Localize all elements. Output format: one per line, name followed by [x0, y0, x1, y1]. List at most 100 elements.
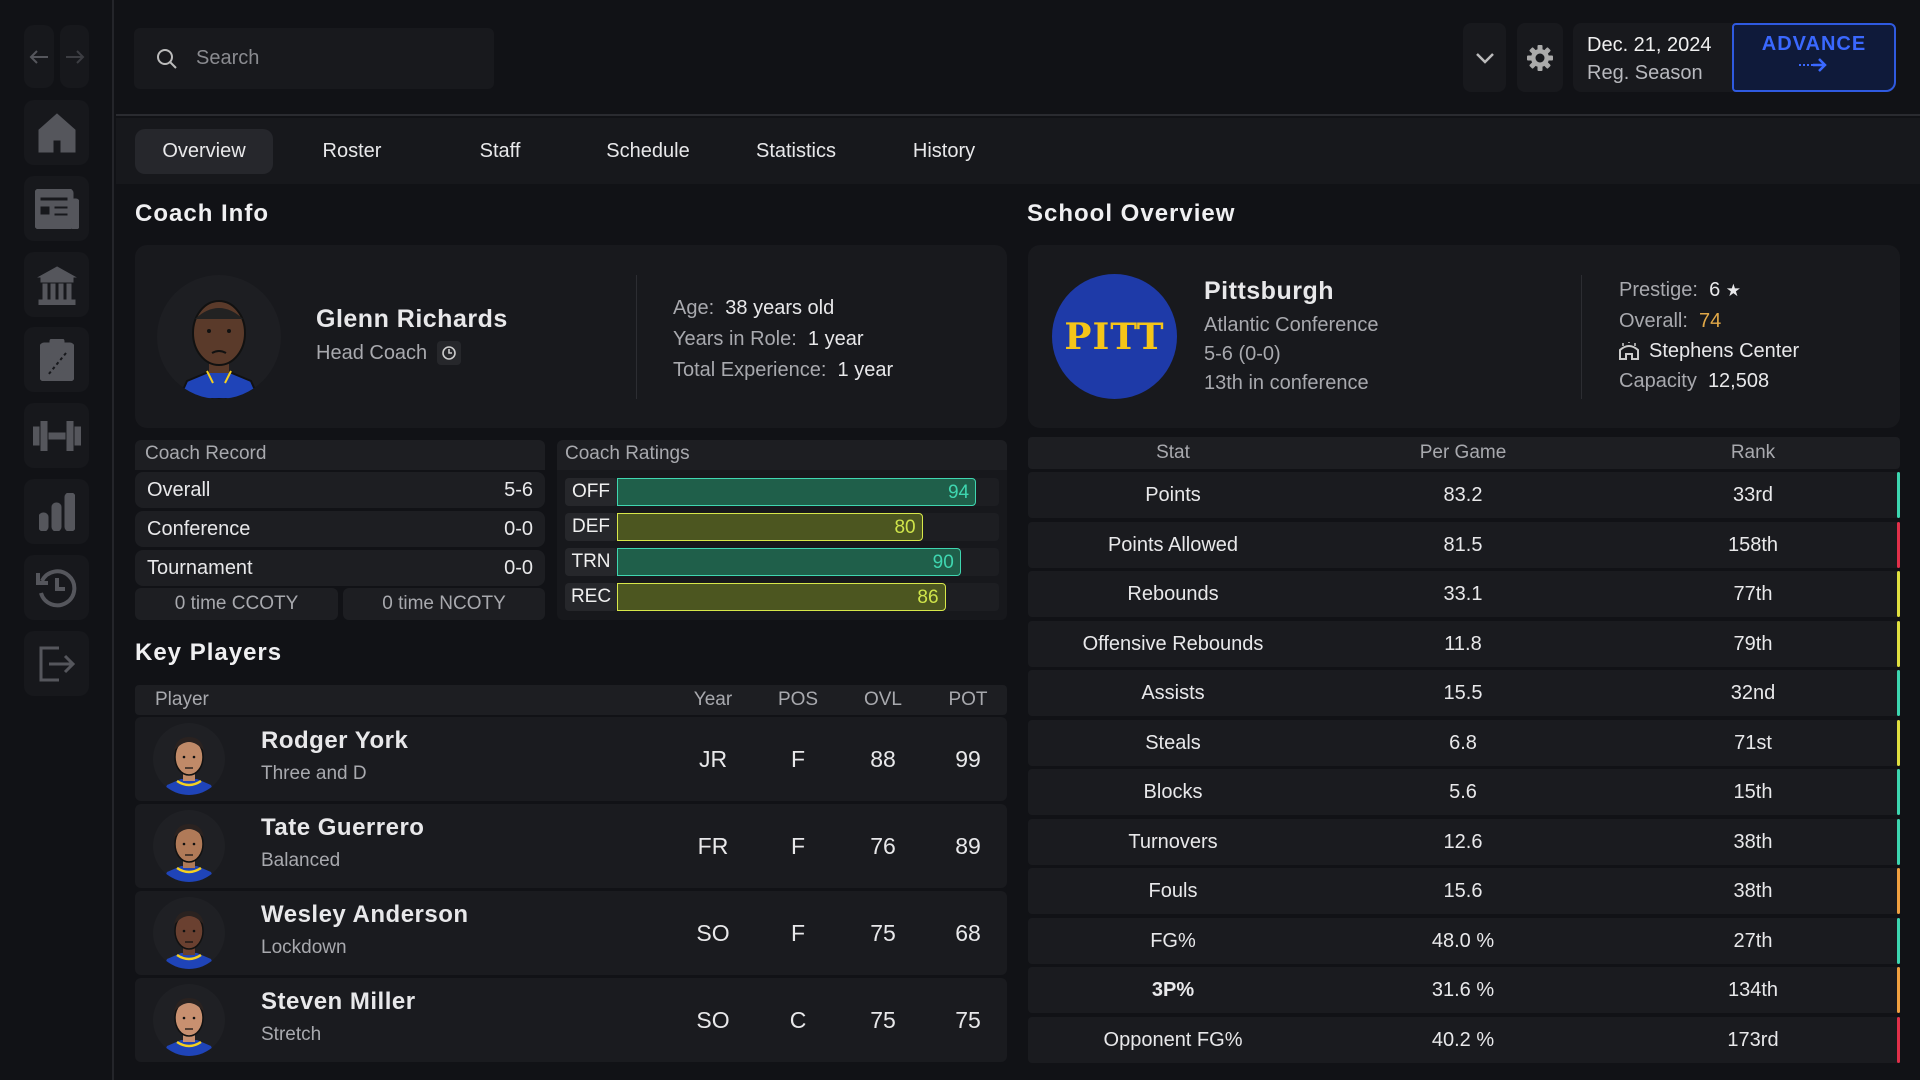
capacity-value: 12,508: [1707, 370, 1770, 392]
player-row[interactable]: Steven Miller Stretch SO C 75 75: [135, 978, 1007, 1062]
rank-tier-indicator: [1897, 670, 1900, 716]
stat-row: Turnovers 12.6 38th: [1028, 818, 1900, 865]
player-name[interactable]: Steven Miller: [261, 988, 416, 1015]
player-portrait-icon: [163, 998, 215, 1056]
date-display: Dec. 21, 2024 Reg. Season: [1573, 23, 1737, 92]
coach-ratings-panel: Coach Ratings OFF 94 DEF 80 TRN 90 REC 86: [557, 440, 1007, 620]
col-stat: Stat: [1156, 442, 1190, 463]
tab-roster[interactable]: Roster: [322, 140, 382, 162]
record-label: Overall: [147, 478, 211, 501]
player-archetype: Lockdown: [261, 937, 347, 958]
search-input[interactable]: [196, 47, 476, 70]
rank-tier-indicator: [1897, 917, 1900, 964]
player-name[interactable]: Rodger York: [261, 727, 409, 754]
tab-schedule[interactable]: Schedule: [606, 140, 690, 162]
experience-label: Total Experience:: [673, 359, 827, 381]
player-year: JR: [698, 745, 728, 772]
tab-history[interactable]: History: [912, 140, 976, 162]
player-row[interactable]: Rodger York Three and D JR F 88 99: [135, 717, 1007, 801]
coach-ratings-title: Coach Ratings: [557, 440, 1007, 470]
nav-home[interactable]: [24, 100, 89, 165]
player-year: SO: [696, 919, 730, 946]
search-icon: [157, 48, 177, 69]
stat-name: Points Allowed: [1107, 533, 1239, 556]
stat-row: 3P% 31.6 % 134th: [1028, 967, 1900, 1013]
stat-row: Opponent FG% 40.2 % 173rd: [1028, 1016, 1900, 1063]
arena-icon: [1619, 342, 1639, 360]
coach-record-panel: Coach Record Overall 5-6 Conference 0-0 To…: [135, 440, 545, 620]
settings-button[interactable]: [1517, 23, 1563, 92]
overall-label: Overall:: [1619, 310, 1688, 332]
rank-tier-indicator: [1897, 620, 1900, 667]
svg-text:x: x: [60, 367, 65, 378]
school-conference[interactable]: Atlantic Conference: [1204, 314, 1379, 336]
player-portrait-icon: [163, 737, 215, 795]
overall-value: 74: [1699, 310, 1722, 332]
nav-school[interactable]: [24, 252, 89, 317]
stat-row: FG% 48.0 % 27th: [1028, 917, 1900, 964]
arena-name: Stephens Center: [1649, 340, 1800, 362]
player-portrait-icon: [163, 824, 215, 882]
stat-per-game: 11.8: [1444, 632, 1482, 655]
chevron-down-icon: [1475, 52, 1494, 64]
back-button[interactable]: [24, 25, 54, 88]
nav-news[interactable]: [24, 176, 89, 241]
stat-rank: 32nd: [1730, 682, 1776, 704]
tab-statistics[interactable]: Statistics: [755, 140, 837, 162]
stat-rank: 33rd: [1732, 484, 1774, 506]
coach-info-title: Coach Info: [135, 200, 269, 227]
nav-exit[interactable]: [24, 631, 89, 696]
nav-stats[interactable]: [24, 479, 89, 544]
stat-name: Turnovers: [1128, 830, 1218, 853]
coach-avatar[interactable]: [157, 275, 281, 399]
newspaper-icon: [34, 188, 79, 229]
coach-card: Glenn Richards Head Coach Age: 38 years …: [135, 245, 1007, 428]
history-icon: [35, 568, 76, 607]
rating-label: REC: [565, 583, 617, 611]
rank-tier-indicator: [1897, 769, 1900, 815]
nav-history[interactable]: [24, 555, 89, 620]
coach-history-button[interactable]: [437, 341, 462, 365]
col-pot: POT: [948, 689, 988, 710]
svg-text:x: x: [46, 351, 51, 362]
player-row[interactable]: Wesley Anderson Lockdown SO F 75 68: [135, 891, 1007, 975]
key-players-table: Player Year POS OVL POT Rodger York Thre…: [135, 685, 1007, 1065]
experience-value: 1 year: [837, 359, 894, 381]
tab-staff[interactable]: Staff: [479, 140, 521, 162]
dropdown-button[interactable]: [1463, 23, 1506, 92]
stat-per-game: 5.6: [1449, 781, 1477, 803]
player-archetype: Balanced: [261, 850, 341, 871]
player-row[interactable]: Tate Guerrero Balanced FR F 76 89: [135, 804, 1007, 888]
player-pot: 75: [955, 1006, 981, 1033]
home-icon: [38, 112, 75, 152]
forward-button[interactable]: [60, 25, 89, 88]
stat-rank: 173rd: [1727, 1028, 1779, 1051]
col-pos: POS: [777, 689, 819, 710]
stat-rank: 38th: [1733, 830, 1773, 853]
years-value: 1 year: [807, 328, 864, 350]
ncoty-count: 0 time NCOTY: [343, 588, 545, 620]
stat-rank: 79th: [1733, 632, 1773, 655]
record-row-conference: Conference 0-0: [135, 511, 545, 547]
nav-training[interactable]: [24, 403, 89, 468]
stat-name: FG%: [1150, 929, 1196, 952]
col-player: Player: [155, 689, 209, 710]
age-value: 38 years old: [725, 297, 835, 319]
player-name[interactable]: Wesley Anderson: [261, 901, 469, 928]
stat-per-game: 15.6: [1443, 880, 1483, 902]
stat-row: Steals 6.8 71st: [1028, 719, 1900, 766]
search-box[interactable]: [134, 28, 494, 89]
school-logo: PITT: [1052, 274, 1177, 399]
rating-bar: 80: [617, 513, 923, 541]
player-avatar: [153, 810, 225, 882]
rank-tier-indicator: [1897, 967, 1900, 1013]
top-bar: Dec. 21, 2024 Reg. Season ADVANCE: [116, 0, 1920, 116]
player-ovl: 75: [870, 1006, 896, 1033]
tab-overview[interactable]: Overview: [135, 129, 273, 174]
player-name[interactable]: Tate Guerrero: [261, 814, 425, 841]
star-icon: ★: [1725, 281, 1741, 300]
bank-icon: [36, 265, 77, 305]
dumbbell-icon: [32, 420, 81, 451]
advance-button[interactable]: ADVANCE: [1732, 23, 1896, 92]
